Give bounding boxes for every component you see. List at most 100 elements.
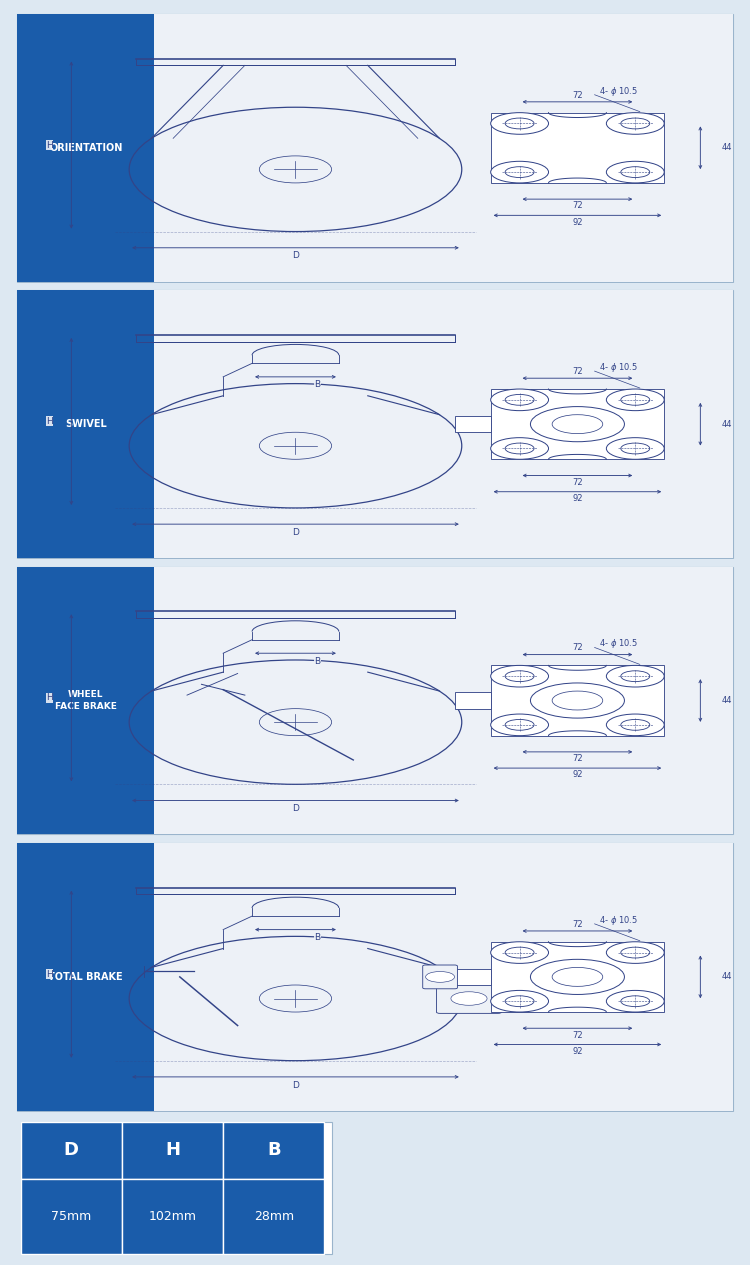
Text: D: D — [292, 252, 299, 261]
Bar — [490, 665, 664, 736]
Text: D: D — [292, 805, 299, 813]
Circle shape — [490, 665, 548, 687]
Circle shape — [621, 118, 650, 129]
Circle shape — [606, 990, 664, 1012]
Text: 44: 44 — [722, 420, 733, 429]
Text: B: B — [314, 934, 320, 942]
Bar — [454, 416, 490, 433]
Circle shape — [530, 959, 625, 994]
Circle shape — [552, 968, 603, 987]
Text: 72: 72 — [572, 91, 583, 100]
Bar — [17, 14, 154, 282]
Circle shape — [506, 118, 534, 129]
Text: 44: 44 — [722, 973, 733, 982]
Text: B: B — [267, 1141, 280, 1160]
Text: 92: 92 — [572, 218, 583, 226]
Text: B: B — [314, 657, 320, 665]
Text: 72: 72 — [572, 367, 583, 376]
Circle shape — [552, 415, 603, 434]
Circle shape — [621, 947, 650, 958]
Text: SWIVEL: SWIVEL — [65, 419, 106, 429]
Text: 72: 72 — [572, 644, 583, 653]
Circle shape — [530, 683, 625, 719]
Circle shape — [606, 438, 664, 459]
Bar — [21, 1179, 122, 1255]
Circle shape — [606, 390, 664, 411]
Bar — [224, 1122, 325, 1179]
Circle shape — [490, 113, 548, 134]
Circle shape — [506, 720, 534, 730]
Text: 72: 72 — [572, 754, 583, 763]
Circle shape — [506, 996, 534, 1007]
Text: H: H — [46, 417, 53, 426]
Circle shape — [621, 670, 650, 682]
Text: H: H — [46, 970, 53, 979]
Bar — [154, 842, 733, 1111]
Text: 92: 92 — [572, 770, 583, 779]
Text: 72: 72 — [572, 478, 583, 487]
Text: H: H — [165, 1141, 180, 1160]
Bar — [490, 113, 664, 183]
Text: 4- $\phi$ 10.5: 4- $\phi$ 10.5 — [599, 85, 638, 97]
Bar — [17, 567, 154, 835]
Text: 44: 44 — [722, 143, 733, 152]
Bar — [122, 1179, 224, 1255]
Text: 75mm: 75mm — [51, 1211, 92, 1223]
Circle shape — [490, 713, 548, 736]
Bar — [490, 390, 664, 459]
Bar — [17, 291, 154, 558]
Circle shape — [490, 390, 548, 411]
Text: 72: 72 — [572, 920, 583, 929]
Text: H: H — [46, 140, 53, 149]
Text: 72: 72 — [572, 201, 583, 210]
Circle shape — [490, 990, 548, 1012]
Circle shape — [606, 713, 664, 736]
Circle shape — [506, 443, 534, 454]
Circle shape — [490, 941, 548, 964]
Circle shape — [506, 670, 534, 682]
Text: WHEEL
FACE BRAKE: WHEEL FACE BRAKE — [55, 689, 117, 711]
Circle shape — [552, 691, 603, 710]
Text: 28mm: 28mm — [254, 1211, 294, 1223]
Text: H: H — [46, 693, 53, 702]
Bar — [21, 1122, 332, 1255]
Text: TOTAL BRAKE: TOTAL BRAKE — [49, 972, 123, 982]
Circle shape — [506, 947, 534, 958]
Text: ORIENTATION: ORIENTATION — [49, 143, 122, 153]
Circle shape — [490, 438, 548, 459]
Circle shape — [530, 406, 625, 441]
Circle shape — [621, 395, 650, 405]
Text: 4- $\phi$ 10.5: 4- $\phi$ 10.5 — [599, 361, 638, 374]
FancyBboxPatch shape — [436, 984, 502, 1013]
Circle shape — [606, 665, 664, 687]
Text: 4- $\phi$ 10.5: 4- $\phi$ 10.5 — [599, 913, 638, 927]
Text: D: D — [292, 528, 299, 536]
Bar — [122, 1122, 224, 1179]
Circle shape — [621, 443, 650, 454]
Text: 72: 72 — [572, 1031, 583, 1040]
Bar — [454, 692, 490, 708]
Circle shape — [606, 162, 664, 183]
Circle shape — [490, 162, 548, 183]
Circle shape — [506, 167, 534, 177]
Circle shape — [451, 992, 487, 1006]
Circle shape — [621, 720, 650, 730]
Text: 4- $\phi$ 10.5: 4- $\phi$ 10.5 — [599, 638, 638, 650]
Circle shape — [606, 113, 664, 134]
Text: D: D — [64, 1141, 79, 1160]
Bar — [21, 1122, 122, 1179]
Circle shape — [506, 395, 534, 405]
Bar — [454, 969, 490, 985]
Bar — [154, 14, 733, 282]
Bar — [490, 941, 664, 1012]
Circle shape — [621, 167, 650, 177]
Text: B: B — [314, 381, 320, 390]
Text: 92: 92 — [572, 493, 583, 503]
Text: D: D — [292, 1080, 299, 1089]
Circle shape — [425, 972, 454, 983]
Text: 44: 44 — [722, 696, 733, 705]
Bar — [154, 567, 733, 835]
Circle shape — [621, 996, 650, 1007]
Text: 102mm: 102mm — [148, 1211, 196, 1223]
Bar — [17, 842, 154, 1111]
